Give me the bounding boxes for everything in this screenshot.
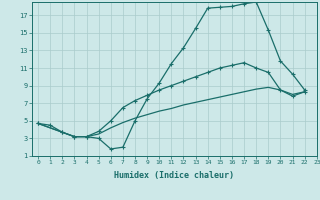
X-axis label: Humidex (Indice chaleur): Humidex (Indice chaleur) xyxy=(115,171,234,180)
